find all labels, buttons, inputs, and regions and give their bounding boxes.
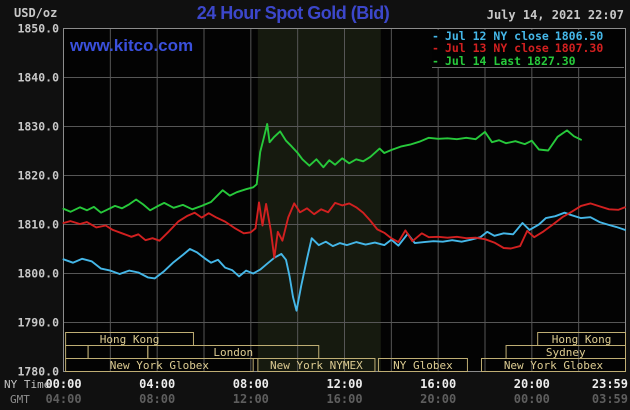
y-axis-tick-labels: 1850.0 1840.0 1830.0 1820.0 1810.0 1800.0 1790… xyxy=(17,22,59,379)
y-tick-label: 1790.0 xyxy=(17,316,59,330)
y-tick-label: 1830.0 xyxy=(17,120,59,134)
y-tick-label: 1840.0 xyxy=(17,71,59,85)
session-box-new-york-globex xyxy=(480,358,626,372)
session-label-sydney: Sydney xyxy=(546,346,586,359)
price-series-lines xyxy=(62,123,626,312)
x-tick-gmt-label: 03:59 xyxy=(592,392,628,406)
x-tick-ny-label: 12:00 xyxy=(326,377,362,391)
y-tick-label: 1800.0 xyxy=(17,267,59,281)
x-tick-ny-label: 00:00 xyxy=(45,377,81,391)
series-line-jul-12-ny-close-1806-50 xyxy=(62,211,626,312)
legend-marker-jul12-icon: - xyxy=(432,29,439,43)
highlight-band xyxy=(257,28,381,372)
y-axis-units-label: USD/oz xyxy=(14,6,58,20)
chart-title: 24 Hour Spot Gold (Bid) xyxy=(196,3,390,23)
x-tick-gmt-label: 20:00 xyxy=(420,392,456,406)
x-tick-gmt-label: 16:00 xyxy=(326,392,362,406)
x-tick-gmt-label: 12:00 xyxy=(233,392,269,406)
legend-label-jul14: Jul 14 Last xyxy=(444,53,522,68)
session-box-ny-globex xyxy=(377,358,468,372)
legend-item-jul13: - Jul 13 NY close 1807.30 xyxy=(432,42,624,54)
legend: - Jul 12 NY close 1806.50 - Jul 13 NY close… xyxy=(432,30,624,68)
session-label-new-york-globex: New York Globex xyxy=(504,359,604,372)
series-line-jul-13-ny-close-1807-30 xyxy=(62,201,626,259)
nymex-session-highlight-band xyxy=(257,28,381,372)
x-tick-ny-label: 04:00 xyxy=(139,377,175,391)
y-tick-label: 1780.0 xyxy=(17,365,59,379)
y-tick-label: 1820.0 xyxy=(17,169,59,183)
session-label-hong-kong: Hong Kong xyxy=(552,333,612,346)
gridlines xyxy=(63,28,626,372)
y-tick-label: 1810.0 xyxy=(17,218,59,232)
legend-label-jul13: Jul 13 NY close xyxy=(444,41,549,56)
x-axis-tick-labels: 00:0004:0004:0008:0008:0012:0012:0016:00… xyxy=(45,377,628,406)
legend-label-jul12: Jul 12 NY close xyxy=(444,29,549,43)
session-label-hong-kong: Hong Kong xyxy=(100,333,160,346)
chart-datetime: July 14, 2021 22:07 xyxy=(486,8,624,22)
legend-item-jul14: - Jul 14 Last 1827.30 xyxy=(432,55,624,67)
legend-value-jul13: 1807.30 xyxy=(554,41,604,56)
x-tick-gmt-label: 08:00 xyxy=(139,392,175,406)
series-line-jul-14-last-1827-30 xyxy=(62,123,582,214)
kitco-watermark-link[interactable]: www.kitco.com xyxy=(70,36,194,55)
session-label-new-york-globex: New York Globex xyxy=(110,359,210,372)
legend-marker-jul14-icon: - xyxy=(432,53,439,68)
legend-value-jul14: 1827.30 xyxy=(527,53,576,68)
session-label-new-york-nymex: New York NYMEX xyxy=(270,359,363,372)
x-tick-ny-label: 23:59 xyxy=(592,377,628,391)
session-label-ny-globex: NY Globex xyxy=(393,359,453,372)
x-tick-gmt-label: 00:00 xyxy=(514,392,550,406)
session-box-new-york-globex xyxy=(65,358,254,372)
session-label-london: London xyxy=(213,346,253,359)
x-tick-gmt-label: 04:00 xyxy=(45,392,81,406)
legend-item-jul12: - Jul 12 NY close 1806.50 xyxy=(432,30,624,42)
x-axis-gmt-label: GMT xyxy=(10,393,30,406)
legend-value-jul12: 1806.50 xyxy=(554,29,604,43)
session-box-new-york-nymex xyxy=(257,358,376,372)
x-tick-ny-label: 16:00 xyxy=(420,377,456,391)
x-tick-ny-label: 20:00 xyxy=(514,377,550,391)
x-tick-ny-label: 08:00 xyxy=(233,377,269,391)
x-axis-ny-time-label: NY Time xyxy=(4,378,51,391)
legend-marker-jul13-icon: - xyxy=(432,41,439,56)
y-tick-label: 1850.0 xyxy=(17,22,59,36)
